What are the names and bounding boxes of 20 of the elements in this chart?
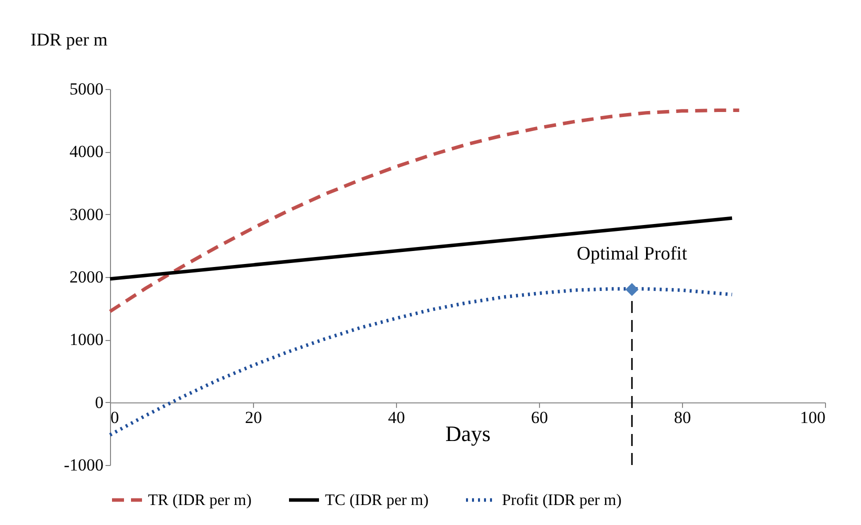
annotation: Optimal Profit [576,244,688,265]
legend-label: TR (IDR per m) [148,492,252,509]
x-tick-label: 80 [674,408,691,427]
y-tick-label: 0 [95,392,104,412]
line-series [108,108,741,314]
x-tick-label: 40 [388,408,405,427]
y-tick-label: 3000 [70,204,104,224]
y-tick-label: 5000 [70,80,104,98]
y-tick-label: 2000 [70,268,104,286]
x-tick-label: 20 [245,408,262,427]
y-tick-label: 4000 [70,142,104,162]
y-axis-title: IDR per m [30,30,108,50]
x-axis-title: Days [445,420,491,446]
legend-label: TC (IDR per m) [325,492,429,509]
x-tick-label: 100 [800,408,826,427]
y-tick-label: 1000 [70,330,104,350]
legend-label: Profit (IDR per m) [502,492,622,509]
y-tick-label: -1000 [64,456,104,474]
x-tick-label: 0 [110,408,119,427]
x-tick-label: 60 [531,408,548,427]
